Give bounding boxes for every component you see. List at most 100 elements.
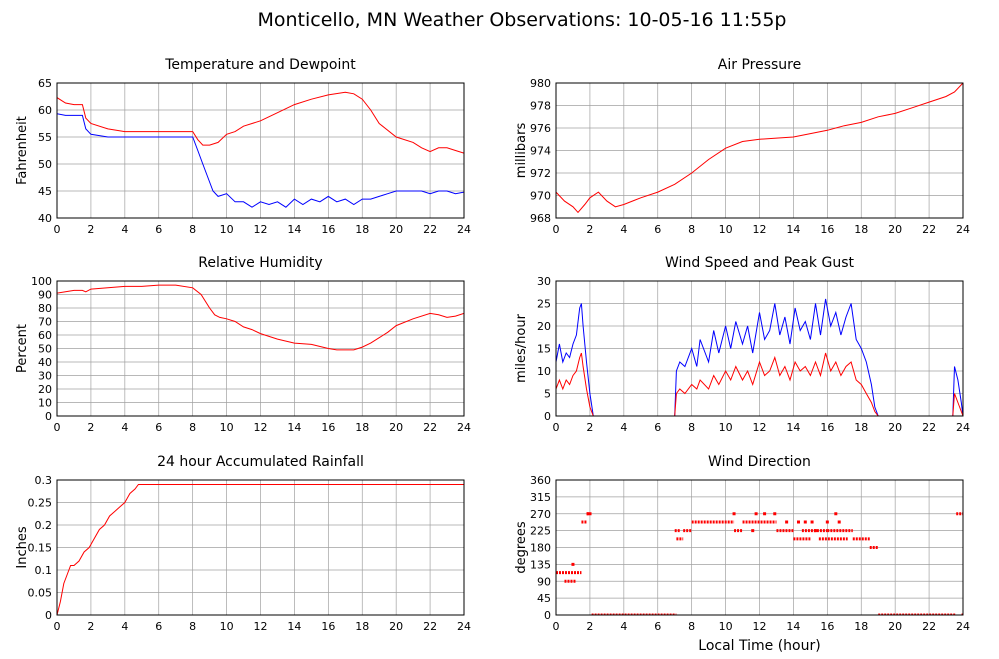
- x-tick-label: 8: [189, 421, 196, 434]
- plot-area: [57, 284, 464, 351]
- x-tick-label: 10: [220, 421, 234, 434]
- y-tick-label: 80: [38, 302, 52, 315]
- x-tick-label: 10: [719, 620, 733, 633]
- y-tick-label: 980: [530, 77, 551, 90]
- x-tick-label: 6: [654, 421, 661, 434]
- series-line-0: [57, 91, 464, 154]
- direction-point: [834, 512, 838, 516]
- y-tick-label: 90: [537, 575, 551, 588]
- x-axis-label: Local Time (hour): [698, 638, 820, 654]
- x-tick-label: 2: [586, 620, 593, 633]
- x-tick-label: 6: [654, 620, 661, 633]
- y-tick-label: 0: [544, 609, 551, 622]
- plot-area: [57, 484, 464, 615]
- x-tick-label: 18: [854, 421, 868, 434]
- chart-title: Air Pressure: [718, 57, 801, 73]
- y-tick-label: 315: [530, 491, 551, 504]
- y-tick-label: 0.05: [28, 587, 53, 600]
- y-tick-label: 135: [530, 558, 551, 571]
- y-tick-label: 50: [38, 158, 52, 171]
- direction-point: [586, 512, 590, 516]
- x-tick-label: 0: [553, 421, 560, 434]
- y-tick-label: 974: [530, 145, 551, 158]
- x-tick-label: 24: [956, 223, 970, 236]
- y-tick-label: 972: [530, 167, 551, 180]
- chart-title: 24 hour Accumulated Rainfall: [157, 454, 364, 470]
- x-tick-label: 0: [553, 620, 560, 633]
- x-tick-label: 20: [888, 421, 902, 434]
- x-tick-label: 2: [87, 223, 94, 236]
- x-tick-label: 16: [321, 223, 335, 236]
- x-tick-label: 0: [54, 421, 61, 434]
- x-tick-label: 10: [220, 620, 234, 633]
- x-tick-label: 10: [220, 223, 234, 236]
- y-tick-label: 970: [530, 190, 551, 203]
- y-tick-label: 60: [38, 104, 52, 117]
- x-tick-label: 18: [854, 223, 868, 236]
- plot-area: [556, 83, 963, 214]
- x-tick-label: 12: [753, 223, 767, 236]
- x-tick-label: 4: [121, 620, 128, 633]
- x-tick-label: 2: [586, 421, 593, 434]
- y-tick-label: 40: [38, 356, 52, 369]
- x-tick-label: 12: [254, 421, 268, 434]
- series-line-0: [57, 484, 464, 615]
- x-tick-label: 8: [189, 620, 196, 633]
- x-tick-label: 14: [786, 620, 800, 633]
- x-tick-label: 0: [54, 223, 61, 236]
- series-line-0: [57, 284, 464, 351]
- series-line-1: [556, 352, 963, 416]
- y-tick-label: 5: [544, 388, 551, 401]
- chart-title: Wind Direction: [708, 454, 811, 470]
- series-line-1: [57, 113, 464, 208]
- y-tick-label: 360: [530, 474, 551, 487]
- y-tick-label: 10: [537, 365, 551, 378]
- x-tick-label: 16: [820, 223, 834, 236]
- direction-point: [785, 520, 789, 524]
- x-tick-label: 12: [254, 223, 268, 236]
- x-tick-label: 14: [786, 421, 800, 434]
- y-tick-label: 20: [38, 383, 52, 396]
- y-axis-label: degrees: [514, 521, 529, 574]
- plot-frame: [555, 82, 964, 219]
- direction-point: [803, 520, 807, 524]
- chart-title: Temperature and Dewpoint: [164, 57, 356, 73]
- plot-area: [556, 512, 963, 615]
- y-tick-label: 100: [31, 275, 52, 288]
- x-tick-label: 2: [87, 421, 94, 434]
- x-tick-label: 14: [287, 421, 301, 434]
- x-tick-label: 12: [753, 421, 767, 434]
- y-tick-label: 0: [544, 410, 551, 423]
- y-tick-label: 70: [38, 316, 52, 329]
- x-tick-label: 20: [389, 421, 403, 434]
- y-tick-label: 270: [530, 508, 551, 521]
- x-tick-label: 4: [121, 421, 128, 434]
- x-tick-label: 6: [155, 223, 162, 236]
- x-tick-label: 6: [654, 223, 661, 236]
- direction-point: [571, 562, 575, 566]
- plot-frame: [56, 82, 465, 219]
- direction-point: [773, 512, 777, 516]
- x-tick-label: 22: [423, 421, 437, 434]
- plot-area: [556, 298, 963, 416]
- y-tick-label: 30: [38, 370, 52, 383]
- chart-title: Relative Humidity: [198, 255, 322, 271]
- y-tick-label: 30: [537, 275, 551, 288]
- x-tick-label: 24: [956, 620, 970, 633]
- plot-frame: [555, 479, 964, 616]
- direction-point: [797, 520, 801, 524]
- x-tick-label: 14: [287, 223, 301, 236]
- y-tick-label: 20: [537, 320, 551, 333]
- x-tick-label: 24: [956, 421, 970, 434]
- y-tick-label: 225: [530, 525, 551, 538]
- y-tick-label: 0.15: [28, 542, 53, 555]
- y-axis-label: Percent: [15, 324, 30, 373]
- x-tick-label: 18: [355, 223, 369, 236]
- x-tick-label: 8: [688, 223, 695, 236]
- x-tick-label: 18: [854, 620, 868, 633]
- x-tick-label: 0: [54, 620, 61, 633]
